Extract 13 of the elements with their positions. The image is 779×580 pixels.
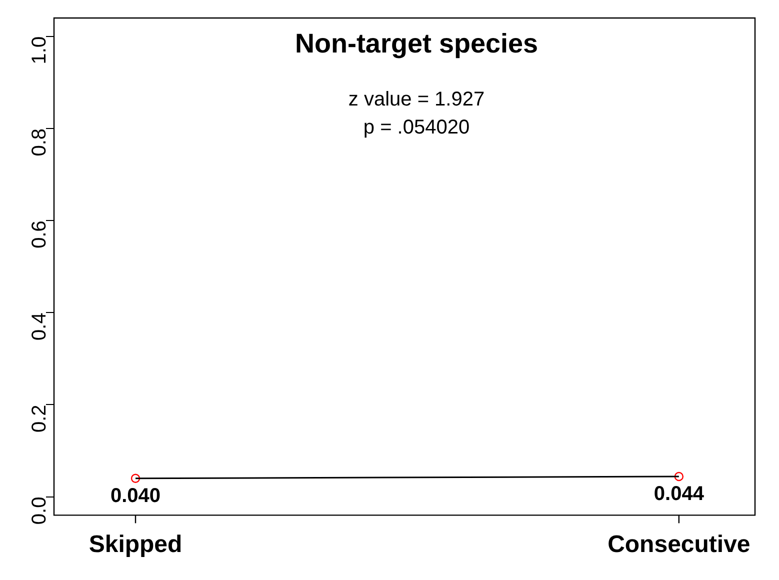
x-tick-label: Consecutive: [608, 531, 750, 558]
data-label: 0.040: [110, 484, 161, 507]
annotation: z value = 1.927: [348, 88, 485, 111]
y-tick-label: 0.4: [28, 312, 51, 340]
y-tick-label: 0.2: [28, 404, 51, 433]
y-tick-label: 0.6: [28, 220, 51, 248]
y-tick-label: 0.0: [28, 496, 51, 525]
y-tick-label: 0.8: [28, 128, 51, 156]
data-label: 0.044: [654, 483, 705, 506]
annotation: p = .054020: [363, 116, 470, 139]
chart-title: Non-target species: [294, 28, 538, 58]
x-tick-label: Skipped: [88, 531, 182, 558]
y-tick-label: 1.0: [28, 36, 51, 64]
